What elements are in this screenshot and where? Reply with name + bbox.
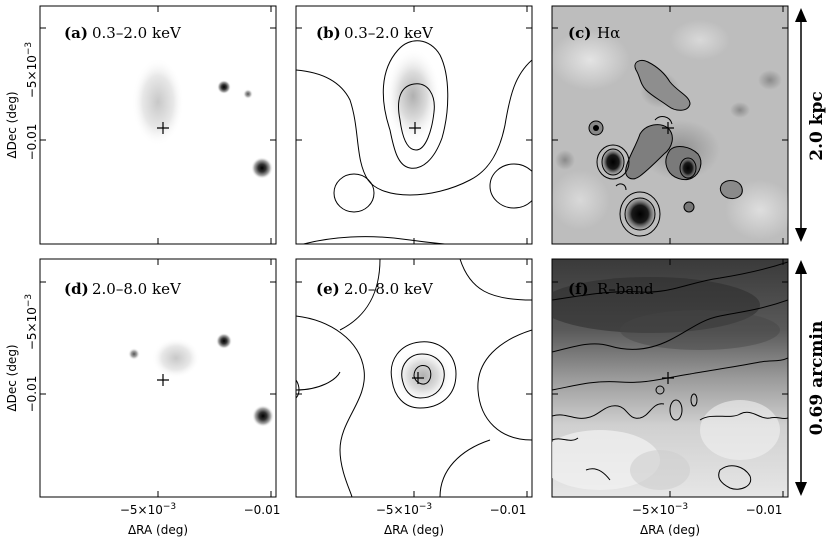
- panel-d-label: 2.0–8.0 keV: [92, 280, 182, 298]
- contour-outer: [296, 315, 365, 497]
- contour-region: [719, 180, 743, 199]
- diffuse-emission: [152, 338, 200, 378]
- point-source: [216, 333, 232, 349]
- contour-blob: [489, 163, 532, 209]
- y-axis-bottom: −5×10−3 −0.01 ΔDec (deg): [5, 294, 39, 413]
- y-axis-label: ΔDec (deg): [5, 344, 19, 411]
- panel-e-tag: (e): [316, 280, 340, 298]
- arrow-down-icon: [795, 228, 807, 242]
- panel-c-label: Hα: [597, 24, 620, 42]
- panel-a: (a) 0.3–2.0 keV: [39, 5, 277, 245]
- contour-region: [634, 59, 691, 111]
- panel-c-tag: (c): [568, 24, 591, 42]
- x-tick-label: −0.01: [244, 503, 281, 517]
- x-axis-b: −5×10−3 −0.01 ΔRA (deg): [376, 502, 527, 537]
- isophote: [552, 261, 788, 301]
- hii-knot: [601, 148, 625, 176]
- x-axis-label: ΔRA (deg): [640, 523, 700, 537]
- x-tick-label: −0.01: [490, 503, 527, 517]
- y-tick-label: −5×10−3: [24, 294, 39, 350]
- isophote: [552, 299, 788, 353]
- contour-mid: [390, 341, 457, 409]
- panel-b-tag: (b): [316, 24, 341, 42]
- nucleus-cross: [157, 374, 169, 386]
- scale-label-top: 2.0 kpc: [807, 91, 827, 161]
- contour-region: [625, 124, 673, 180]
- x-tick-label: −0.01: [746, 503, 783, 517]
- x-axis-a: −5×10−3 −0.01 ΔRA (deg): [120, 502, 281, 537]
- isophote: [552, 411, 788, 481]
- panel-f-label: R–band: [597, 280, 654, 298]
- scale-bar-bottom: 0.69 arcmin: [795, 260, 827, 496]
- y-tick-label: −0.01: [25, 376, 39, 413]
- nucleus-cross: [409, 122, 421, 134]
- x-tick-label: −5×10−3: [120, 502, 176, 517]
- y-axis-label: ΔDec (deg): [5, 91, 19, 158]
- y-tick-label: −5×10−3: [24, 42, 39, 98]
- y-tick-label: −0.01: [25, 124, 39, 161]
- diffuse-emission: [385, 48, 441, 144]
- isophote: [552, 403, 665, 419]
- x-axis-label: ΔRA (deg): [128, 523, 188, 537]
- panel-d-tag: (d): [64, 280, 89, 298]
- hii-knot: [624, 197, 656, 231]
- scale-bar-top: 2.0 kpc: [795, 8, 827, 242]
- isophote: [552, 357, 788, 391]
- x-tick-label: −5×10−3: [376, 502, 432, 517]
- diffuse-emission: [393, 348, 453, 404]
- arrow-down-icon: [795, 482, 807, 496]
- point-source: [217, 80, 231, 94]
- contour-bottom: [301, 236, 449, 244]
- contour-outer: [459, 259, 532, 441]
- panel-e: (e) 2.0–8.0 keV: [295, 258, 533, 498]
- panel-f-tag: (f): [568, 280, 589, 298]
- diffuse-emission: [132, 58, 184, 146]
- nucleus-cross: [662, 372, 674, 384]
- arrow-up-icon: [795, 8, 807, 22]
- x-axis-label: ΔRA (deg): [384, 523, 444, 537]
- panel-d-frame: [39, 258, 277, 498]
- contour-mid: [382, 40, 449, 169]
- contour-inner: [398, 83, 435, 151]
- nucleus-cross: [662, 122, 674, 134]
- panel-f: (f) R–band: [551, 258, 789, 498]
- nucleus-cross: [157, 122, 169, 134]
- contour-inner: [401, 353, 445, 399]
- x-axis-c: −5×10−3 −0.01 ΔRA (deg): [632, 502, 783, 537]
- contour-outer: [296, 59, 532, 196]
- arrow-up-icon: [795, 260, 807, 274]
- panel-a-tag: (a): [64, 24, 88, 42]
- panel-b: (b) 0.3–2.0 keV: [295, 5, 533, 245]
- x-tick-label: −5×10−3: [632, 502, 688, 517]
- point-source: [243, 89, 253, 99]
- contour-outer: [296, 259, 381, 391]
- panel-e-label: 2.0–8.0 keV: [344, 280, 434, 298]
- contour-blob: [333, 173, 375, 213]
- panel-b-label: 0.3–2.0 keV: [344, 24, 434, 42]
- point-source: [251, 157, 273, 179]
- nucleus-cross: [412, 372, 424, 384]
- hii-knot: [679, 157, 697, 179]
- y-axis-top: −5×10−3 −0.01 ΔDec (deg): [5, 42, 39, 161]
- tick-marks: [40, 6, 788, 497]
- panel-a-label: 0.3–2.0 keV: [92, 24, 182, 42]
- point-source: [252, 405, 274, 427]
- point-source: [128, 348, 140, 360]
- scale-label-bottom: 0.69 arcmin: [807, 321, 827, 435]
- panel-d: (d) 2.0–8.0 keV: [39, 258, 277, 498]
- panel-c: (c) Hα: [551, 5, 789, 245]
